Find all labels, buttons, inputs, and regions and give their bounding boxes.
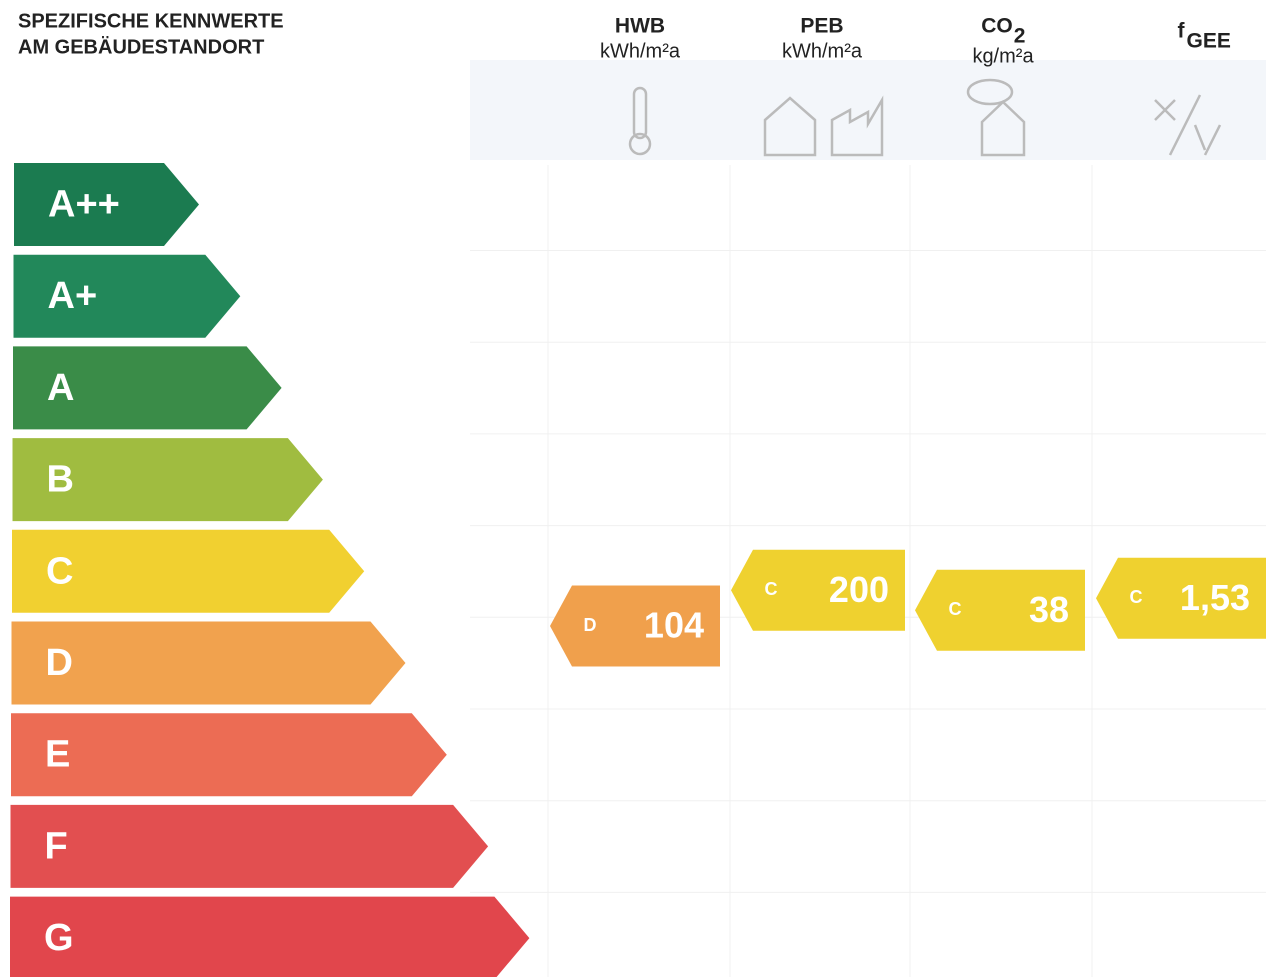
class-label: A++ xyxy=(48,184,120,226)
column-name: HWB xyxy=(615,15,665,38)
class-arrow xyxy=(12,438,323,522)
class-arrow xyxy=(11,713,447,797)
class-label: G xyxy=(44,917,74,959)
rating-class: C xyxy=(1130,587,1143,607)
class-arrow xyxy=(14,163,199,246)
column-name: PEB xyxy=(800,15,843,38)
icon-band xyxy=(470,60,1266,160)
rating-value: 1,53 xyxy=(1180,577,1250,618)
class-label: E xyxy=(45,734,70,776)
class-label: A xyxy=(47,367,74,409)
class-arrow xyxy=(13,254,241,338)
column-name-sub: 2 xyxy=(1014,25,1026,48)
column-name: f xyxy=(1178,20,1186,43)
rating-tag xyxy=(1096,557,1266,639)
rating-class: C xyxy=(765,579,778,599)
column-name: CO xyxy=(981,15,1013,38)
rating-tag xyxy=(731,549,905,631)
column-unit: kWh/m²a xyxy=(600,40,681,62)
class-label: C xyxy=(46,550,73,592)
column-name-sub: GEE xyxy=(1187,30,1231,53)
ratio-icon xyxy=(1154,94,1222,156)
rating-value: 38 xyxy=(1029,589,1069,630)
class-arrow xyxy=(10,896,530,977)
class-label: D xyxy=(46,642,73,684)
house-factory-icon xyxy=(763,95,884,157)
class-arrow xyxy=(11,621,406,705)
class-arrow xyxy=(12,529,365,613)
rating-class: D xyxy=(584,615,597,635)
rating-class: C xyxy=(949,599,962,619)
column-unit: kWh/m²a xyxy=(782,40,863,62)
rating-tag xyxy=(550,585,720,667)
class-arrow xyxy=(13,346,282,430)
thermometer-icon xyxy=(628,86,652,156)
rating-value: 200 xyxy=(829,569,889,610)
header-title: SPEZIFISCHE KENNWERTE xyxy=(18,10,284,32)
house-cloud-icon xyxy=(966,78,1026,157)
class-label: F xyxy=(45,825,68,867)
rating-value: 104 xyxy=(644,605,704,646)
header-title: AM GEBÄUDESTANDORT xyxy=(18,35,264,58)
class-arrow xyxy=(10,804,489,888)
rating-tag xyxy=(915,569,1085,651)
class-label: A+ xyxy=(48,275,98,317)
column-unit: kg/m²a xyxy=(972,45,1034,67)
class-label: B xyxy=(47,459,74,501)
